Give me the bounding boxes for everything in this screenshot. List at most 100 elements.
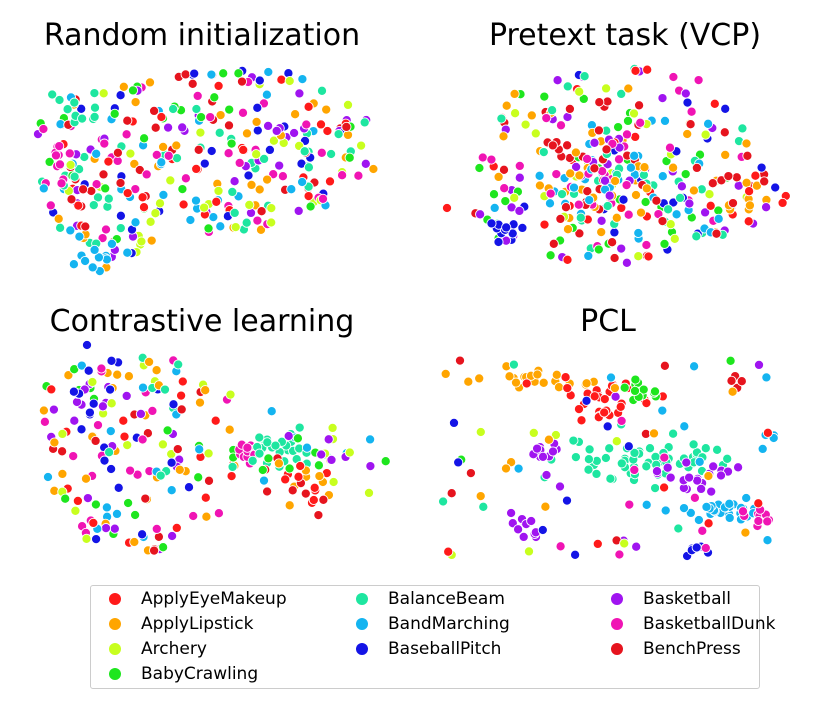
point-vcp — [685, 119, 696, 130]
point-vcp — [688, 185, 699, 196]
legend-item-babycrawling: BabyCrawling — [109, 664, 258, 684]
scatter-plots — [32, 63, 791, 562]
point-contrastive — [105, 426, 116, 437]
point-vcp — [530, 128, 541, 139]
point-vcp — [601, 83, 612, 94]
point-pcl — [629, 385, 641, 396]
legend-marker — [611, 593, 623, 605]
point-random — [125, 148, 136, 159]
point-pcl — [681, 457, 692, 468]
point-pcl — [448, 417, 460, 428]
point-random — [294, 88, 305, 99]
point-pcl — [610, 391, 621, 402]
point-contrastive — [113, 482, 124, 493]
point-contrastive — [147, 405, 158, 416]
point-contrastive — [69, 415, 80, 426]
point-random — [80, 255, 91, 267]
point-random — [337, 170, 348, 181]
point-vcp — [568, 182, 580, 193]
point-pcl — [659, 482, 670, 493]
point-random — [322, 125, 333, 137]
point-pcl — [725, 355, 736, 366]
point-vcp — [651, 195, 662, 206]
point-vcp — [691, 231, 702, 242]
point-random — [353, 170, 364, 181]
point-contrastive — [365, 461, 376, 472]
point-pcl — [560, 372, 571, 383]
point-vcp — [609, 227, 620, 238]
point-pcl — [553, 382, 565, 393]
point-random — [209, 92, 220, 103]
point-contrastive — [70, 505, 81, 516]
legend-label: BalanceBeam — [388, 589, 505, 609]
point-contrastive — [105, 384, 116, 395]
point-random — [223, 148, 234, 159]
point-random — [277, 171, 288, 182]
point-random — [199, 202, 210, 213]
point-pcl — [518, 531, 529, 542]
point-contrastive — [121, 390, 132, 401]
point-random — [230, 222, 241, 233]
point-contrastive — [123, 371, 134, 382]
point-vcp — [510, 108, 521, 119]
point-random — [118, 81, 129, 92]
point-vcp — [635, 117, 646, 128]
point-pcl — [629, 464, 640, 475]
point-pcl — [650, 483, 661, 494]
point-vcp — [759, 176, 770, 187]
point-contrastive — [177, 376, 188, 387]
point-vcp — [705, 200, 716, 211]
point-random — [324, 176, 336, 187]
point-vcp — [621, 257, 632, 268]
point-vcp — [634, 100, 645, 111]
point-pcl — [521, 378, 532, 389]
point-pcl — [478, 501, 489, 512]
point-vcp — [621, 129, 633, 140]
point-contrastive — [84, 407, 95, 418]
point-contrastive — [76, 424, 87, 435]
point-random — [237, 107, 249, 118]
point-random — [254, 75, 265, 86]
point-vcp — [659, 238, 670, 249]
point-pcl — [616, 415, 627, 426]
point-random — [98, 88, 109, 99]
point-vcp — [675, 192, 686, 203]
point-random — [122, 115, 133, 126]
point-vcp — [514, 172, 525, 183]
point-pcl — [659, 360, 670, 371]
point-random — [156, 111, 167, 123]
point-vcp — [618, 194, 629, 205]
point-vcp — [539, 219, 550, 230]
point-contrastive — [323, 434, 334, 445]
point-vcp — [663, 204, 674, 215]
point-pcl — [715, 470, 727, 481]
point-vcp — [676, 181, 687, 192]
point-contrastive — [60, 493, 71, 504]
point-vcp — [742, 150, 753, 161]
point-contrastive — [92, 420, 104, 431]
point-vcp — [613, 122, 624, 133]
point-contrastive — [254, 432, 265, 443]
point-contrastive — [200, 385, 211, 396]
point-contrastive — [293, 471, 304, 482]
legend-item-basketball: Basketball — [611, 589, 731, 609]
point-contrastive — [130, 509, 141, 521]
point-random — [333, 129, 344, 140]
point-contrastive — [308, 494, 319, 506]
point-pcl — [673, 523, 684, 534]
point-random — [69, 97, 80, 108]
legend-item-basketballdunk: BasketballDunk — [611, 614, 775, 634]
point-vcp — [604, 190, 615, 201]
point-random — [266, 217, 277, 228]
point-pcl — [753, 515, 764, 527]
point-pcl — [708, 461, 719, 472]
point-vcp — [579, 71, 590, 82]
point-vcp — [498, 164, 510, 175]
point-contrastive — [247, 455, 258, 466]
legend-item-balancebeam: BalanceBeam — [356, 589, 505, 609]
point-contrastive — [284, 500, 295, 511]
point-random — [284, 75, 295, 87]
point-vcp — [509, 88, 520, 99]
point-vcp — [707, 178, 718, 189]
point-vcp — [565, 168, 576, 179]
